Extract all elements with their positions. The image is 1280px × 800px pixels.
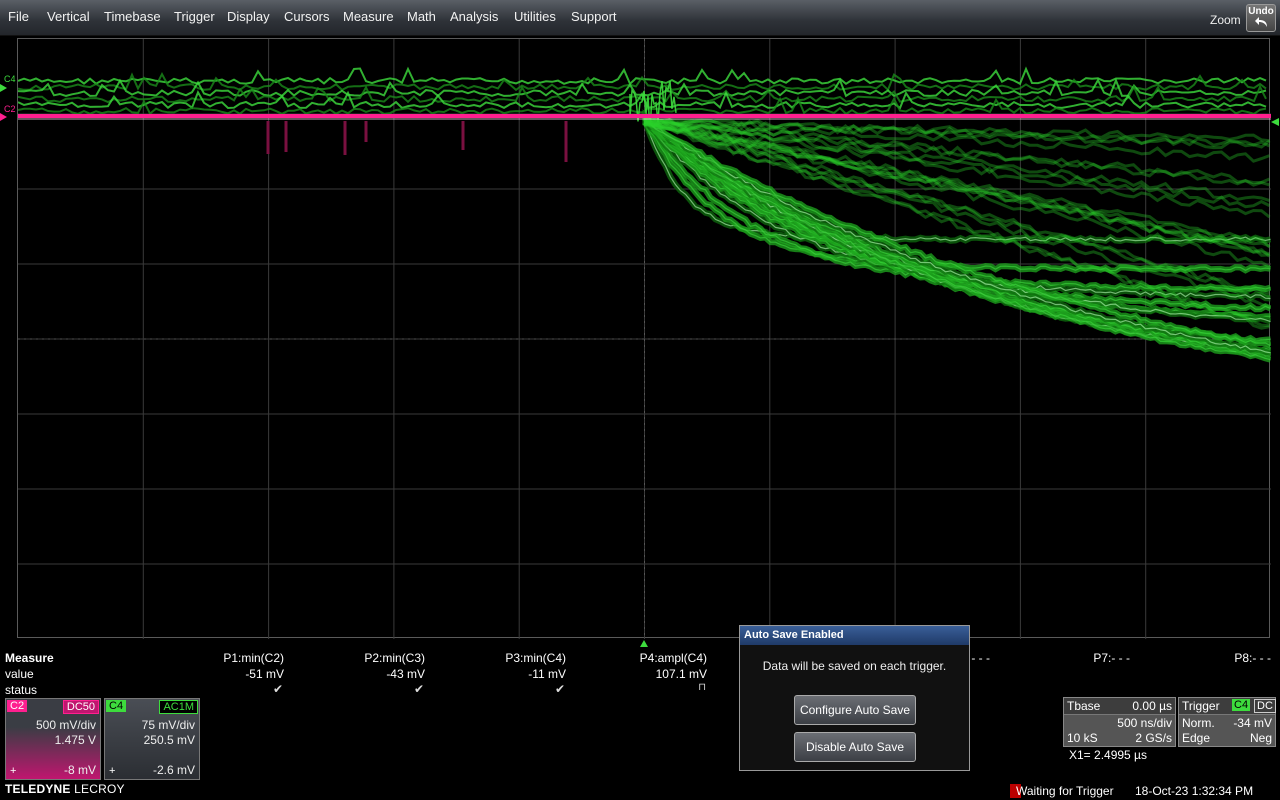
measure-p4-status-icon: ⊓ (698, 682, 706, 693)
c2-descriptor-box[interactable]: C2 DC50 500 mV/div 1.475 V + -8 mV (5, 698, 101, 780)
measure-p8-name[interactable]: P8:- - - (1234, 651, 1271, 665)
zoom-label[interactable]: Zoom (1210, 13, 1241, 27)
menu-trigger[interactable]: Trigger (174, 9, 215, 24)
trigger-level-marker-icon[interactable] (1271, 118, 1279, 126)
status-indicator-icon (1010, 784, 1021, 798)
dialog-message: Data will be saved on each trigger. (762, 659, 947, 673)
c2-coupling: DC50 (62, 700, 99, 714)
measure-row-status-label: status (5, 683, 38, 697)
undo-button[interactable]: Undo (1246, 4, 1276, 32)
measure-p3-value: -11 mV (528, 667, 566, 681)
measure-p4-value: 107.1 mV (655, 667, 707, 681)
measure-p2-status-icon: ✔ (413, 682, 424, 696)
trigger-source: C4 (1232, 699, 1251, 711)
trigger-slope: Neg (1249, 731, 1272, 745)
menu-measure[interactable]: Measure (343, 9, 394, 24)
menu-math[interactable]: Math (407, 9, 436, 24)
brand-bold: TELEDYNE (5, 782, 71, 796)
measure-p4-name[interactable]: P4:ampl(C4) (639, 651, 707, 665)
c2-reading: -8 mV (63, 763, 96, 777)
menu-bar: File Vertical Timebase Trigger Display C… (0, 0, 1280, 36)
trigger-mode: Norm. (1182, 716, 1215, 730)
grid-svg (18, 39, 1271, 639)
brand-logo: TELEDYNE LECROY (5, 782, 125, 796)
timebase-label: Tbase (1067, 699, 1101, 713)
c4-coupling: AC1M (159, 700, 198, 714)
c4-reading: -2.6 mV (152, 763, 195, 777)
acquisition-status: Waiting for Trigger (1016, 784, 1114, 798)
timebase-samples: 10 kS (1067, 731, 1098, 745)
timebase-rate: 2 GS/s (1135, 731, 1172, 745)
c4-offset-marker-icon[interactable] (0, 84, 7, 92)
c2-vdiv: 500 mV/div (35, 718, 96, 732)
c4-tag: C4 (106, 700, 127, 712)
cursor-x1-readout: X1= 2.4995 µs (1069, 748, 1147, 762)
c4-ground-label: C4 (4, 74, 16, 84)
undo-arrow-icon (1255, 17, 1267, 27)
trigger-type: Edge (1182, 731, 1211, 745)
gridlines (18, 39, 1271, 639)
c4-trace (18, 66, 1271, 363)
undo-label: Undo (1248, 6, 1274, 17)
c4-descriptor-box[interactable]: C4 AC1M 75 mV/div 250.5 mV + -2.6 mV (104, 698, 200, 780)
measure-row-value-label: value (5, 667, 34, 681)
measure-title[interactable]: Measure (5, 651, 54, 665)
timebase-delay: 0.00 µs (1132, 699, 1172, 713)
date-time: 18-Oct-23 1:32:34 PM (1135, 784, 1254, 798)
trigger-coupling: DC (1254, 699, 1276, 713)
measure-p6-fragment[interactable]: - - - (971, 651, 990, 665)
timebase-header (1064, 698, 1175, 715)
timebase-box[interactable]: Tbase 0.00 µs 500 ns/div 10 kS 2 GS/s (1063, 697, 1176, 747)
brand-thin: LECROY (74, 782, 125, 796)
position-icon: + (109, 765, 116, 777)
menu-display[interactable]: Display (227, 9, 270, 24)
waveform-grid[interactable] (17, 38, 1271, 639)
trigger-time-marker-icon[interactable] (640, 640, 648, 647)
c2-offset-marker-icon[interactable] (0, 113, 7, 121)
measure-table: Measure value status P1:min(C2) -51 mV ✔… (0, 645, 1280, 697)
c2-tag: C2 (7, 700, 28, 712)
menu-cursors[interactable]: Cursors (284, 9, 330, 24)
measure-p3-status-icon: ✔ (554, 682, 565, 696)
c2-trace (18, 114, 1271, 162)
measure-p2-name[interactable]: P2:min(C3) (364, 651, 425, 665)
measure-p2-value: -43 mV (386, 667, 425, 681)
trigger-box[interactable]: Trigger C4 DC Norm. -34 mV Edge Neg (1178, 697, 1276, 747)
configure-auto-save-button[interactable]: Configure Auto Save (794, 695, 916, 725)
dialog-title: Auto Save Enabled (740, 626, 969, 645)
menu-utilities[interactable]: Utilities (514, 9, 556, 24)
menu-analysis[interactable]: Analysis (450, 9, 499, 24)
auto-save-dialog: Auto Save Enabled Data will be saved on … (739, 625, 970, 771)
measure-p3-name[interactable]: P3:min(C4) (505, 651, 566, 665)
trigger-header (1179, 698, 1275, 715)
measure-p1-name[interactable]: P1:min(C2) (223, 651, 284, 665)
c4-vdiv: 75 mV/div (141, 718, 195, 732)
c2-offset: 1.475 V (54, 733, 96, 747)
c4-offset: 250.5 mV (143, 733, 195, 747)
menu-support[interactable]: Support (571, 9, 617, 24)
timebase-tdiv: 500 ns/div (1117, 716, 1172, 730)
c2-ground-label: C2 (4, 104, 16, 114)
trigger-level: -34 mV (1233, 716, 1272, 730)
measure-p1-status-icon: ✔ (272, 682, 283, 696)
measure-p7-name[interactable]: P7:- - - (1093, 651, 1130, 665)
trigger-label: Trigger (1182, 699, 1220, 713)
position-icon: + (10, 765, 17, 777)
menu-timebase[interactable]: Timebase (104, 9, 161, 24)
disable-auto-save-button[interactable]: Disable Auto Save (794, 732, 916, 762)
measure-p1-value: -51 mV (245, 667, 284, 681)
menu-file[interactable]: File (8, 9, 29, 24)
menu-vertical[interactable]: Vertical (47, 9, 90, 24)
